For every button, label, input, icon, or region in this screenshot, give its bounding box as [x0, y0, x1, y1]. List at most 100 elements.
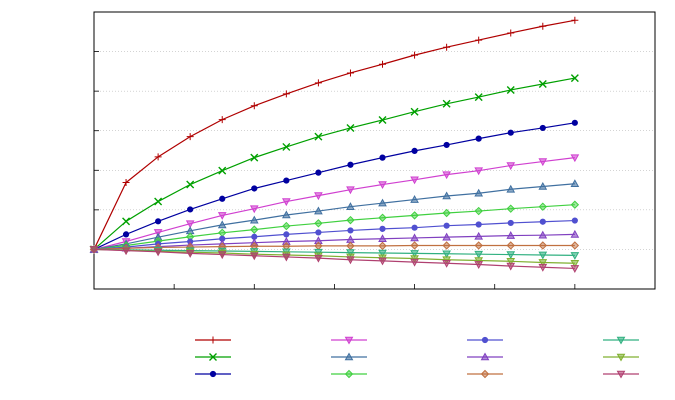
- marker: [507, 219, 514, 227]
- marker: [442, 171, 451, 180]
- marker: [347, 227, 354, 234]
- marker: [281, 253, 291, 262]
- series-line: [93, 248, 575, 264]
- marker: [186, 180, 195, 189]
- marker: [209, 336, 217, 344]
- marker: [442, 232, 451, 241]
- series-line: [93, 157, 575, 251]
- marker: [344, 336, 354, 345]
- marker: [474, 93, 483, 102]
- series-line: [93, 183, 575, 251]
- series-line: [93, 204, 575, 251]
- marker: [346, 256, 355, 265]
- marker: [217, 212, 227, 220]
- marker: [506, 231, 516, 239]
- marker: [442, 259, 451, 268]
- marker: [410, 195, 419, 203]
- marker: [346, 123, 355, 132]
- marker: [410, 241, 419, 250]
- marker: [281, 210, 291, 219]
- marker: [346, 249, 355, 258]
- marker: [346, 202, 355, 210]
- marker: [250, 225, 259, 234]
- marker: [346, 69, 354, 77]
- marker: [506, 251, 516, 260]
- series-line: [93, 122, 575, 250]
- marker: [571, 119, 578, 126]
- marker: [187, 206, 194, 213]
- marker: [506, 262, 516, 271]
- series-line: [93, 248, 575, 270]
- marker: [410, 233, 419, 242]
- marker: [475, 135, 482, 142]
- marker: [379, 60, 387, 68]
- marker: [538, 259, 548, 268]
- marker: [217, 220, 227, 229]
- marker: [314, 206, 323, 215]
- marker: [570, 154, 580, 163]
- marker: [282, 142, 291, 151]
- marker: [481, 336, 489, 344]
- series-line: [93, 248, 575, 256]
- marker: [538, 263, 548, 272]
- marker: [281, 198, 291, 207]
- marker: [616, 353, 626, 362]
- marker: [282, 90, 290, 98]
- series-line: [93, 244, 575, 251]
- marker: [475, 36, 483, 44]
- marker: [251, 185, 258, 192]
- marker: [185, 220, 195, 229]
- marker: [283, 177, 290, 184]
- marker: [538, 241, 548, 250]
- marker: [379, 154, 386, 161]
- marker: [122, 231, 130, 238]
- marker: [538, 181, 548, 190]
- marker: [346, 186, 355, 195]
- marker: [506, 241, 515, 250]
- marker: [378, 257, 387, 266]
- marker: [443, 141, 450, 149]
- marker: [474, 206, 483, 216]
- marker: [186, 133, 194, 141]
- marker: [538, 230, 548, 239]
- marker: [314, 79, 322, 87]
- series-line: [93, 219, 575, 251]
- marker: [570, 74, 579, 83]
- marker: [474, 261, 484, 269]
- marker: [346, 215, 355, 225]
- marker: [218, 166, 227, 175]
- marker: [315, 169, 322, 176]
- marker: [442, 250, 451, 259]
- marker: [539, 22, 547, 30]
- marker: [209, 370, 217, 378]
- marker: [539, 124, 546, 132]
- marker: [218, 116, 226, 124]
- marker: [378, 241, 387, 251]
- marker: [378, 181, 387, 190]
- marker: [507, 129, 514, 136]
- marker: [474, 241, 483, 250]
- marker: [571, 217, 578, 224]
- marker: [506, 258, 516, 266]
- marker: [121, 247, 131, 256]
- marker: [344, 352, 354, 361]
- marker: [442, 208, 451, 218]
- marker: [474, 188, 484, 197]
- marker: [538, 158, 548, 167]
- marker: [410, 258, 419, 267]
- marker: [250, 102, 258, 110]
- marker: [344, 369, 354, 379]
- marker: [314, 254, 323, 263]
- marker: [442, 241, 451, 250]
- marker: [218, 228, 227, 238]
- series-line: [93, 77, 575, 250]
- marker: [506, 85, 515, 94]
- marker: [89, 246, 99, 254]
- marker: [410, 211, 419, 220]
- marker: [122, 217, 131, 226]
- marker: [378, 249, 387, 258]
- marker: [410, 176, 419, 185]
- marker: [616, 370, 626, 379]
- marker: [346, 241, 355, 251]
